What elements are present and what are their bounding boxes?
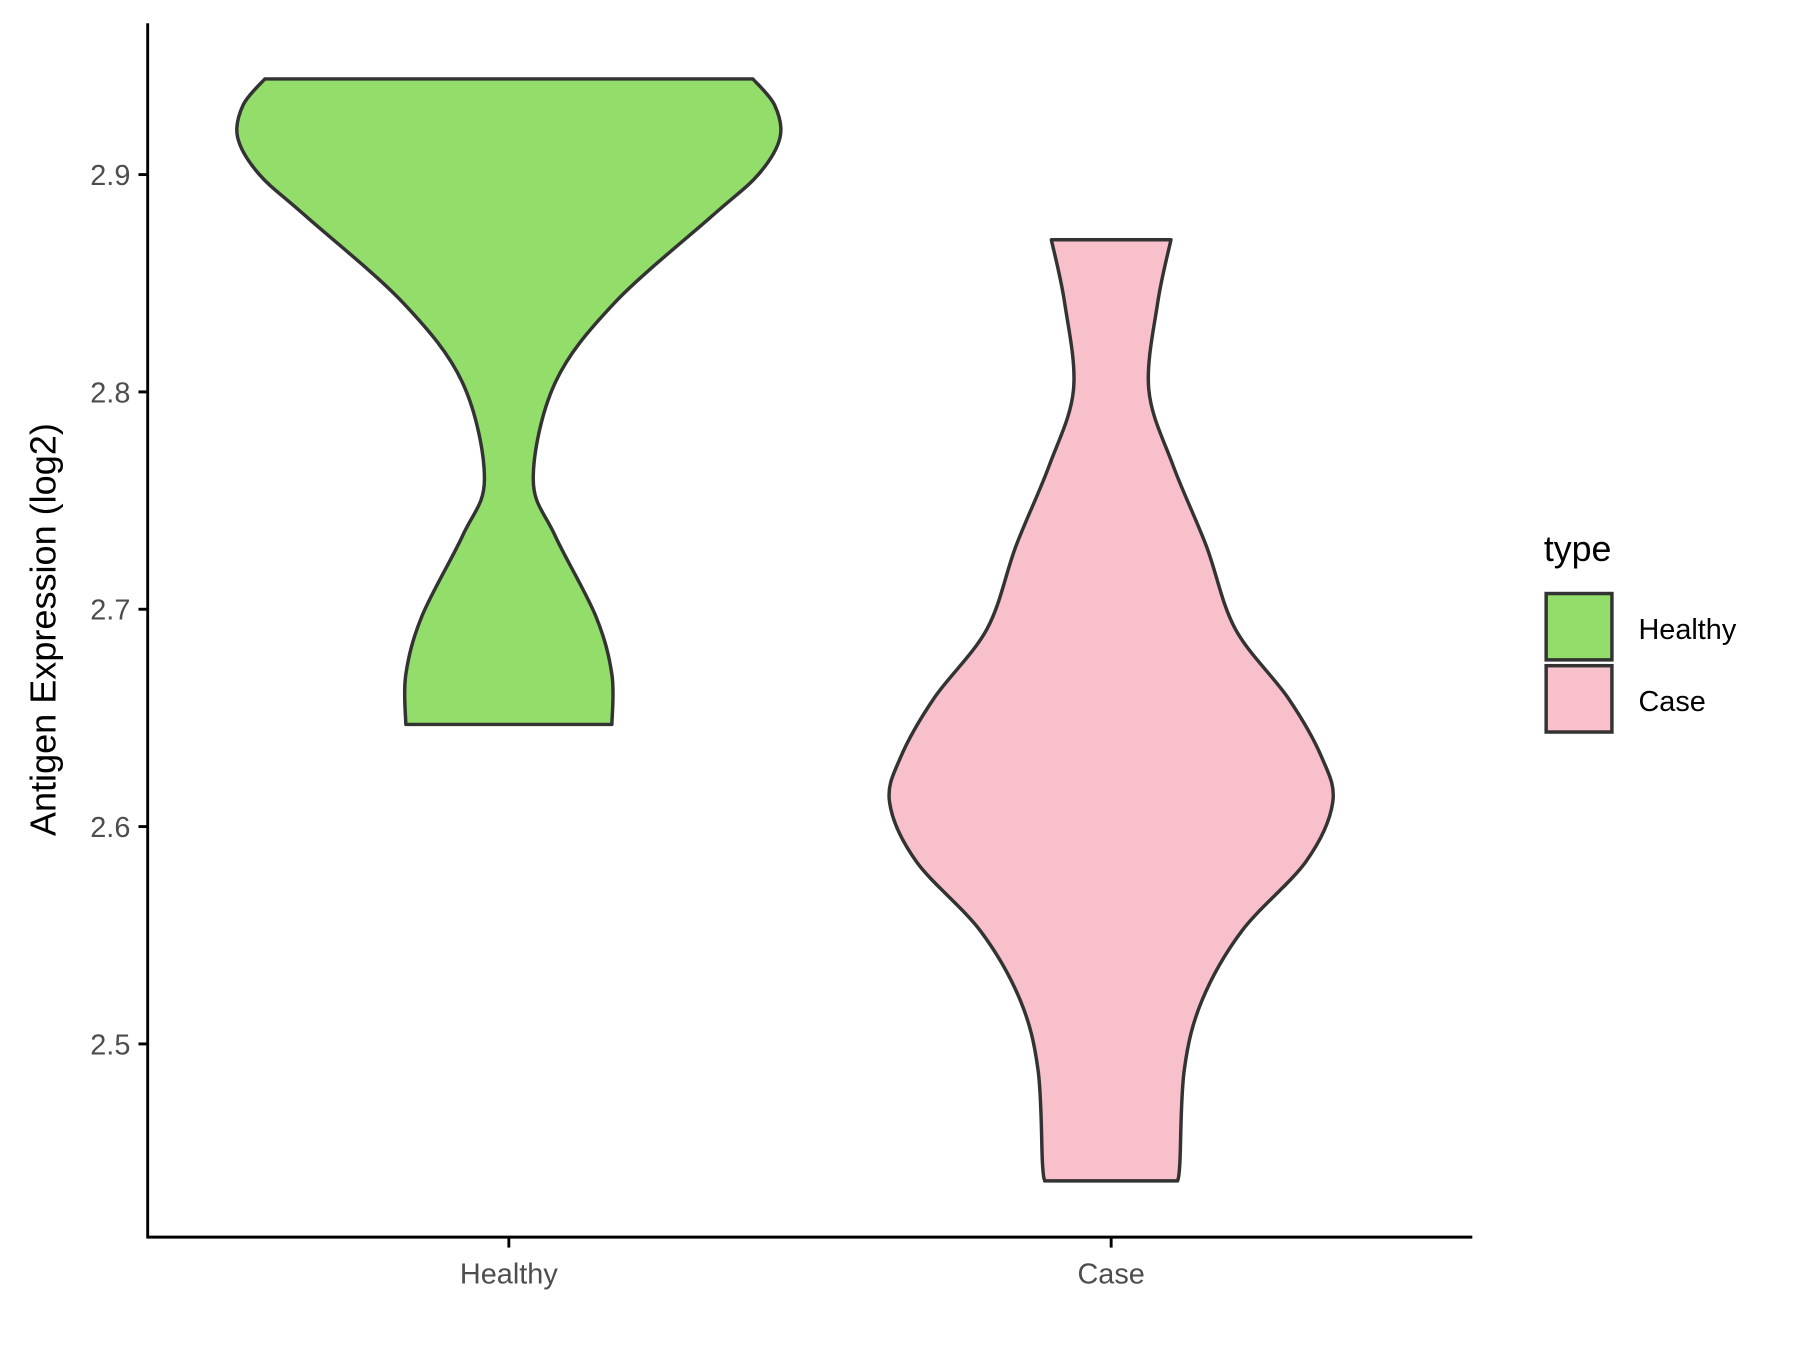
legend-label: Case (1638, 686, 1705, 718)
legend-title: type (1544, 528, 1612, 569)
y-tick-label: 2.7 (90, 595, 130, 627)
y-tick-label: 2.9 (90, 160, 130, 192)
x-tick-label: Healthy (460, 1259, 558, 1291)
y-tick-label: 2.5 (90, 1029, 130, 1061)
x-ticks: Healthy Case (460, 1237, 1145, 1291)
violins (235, 77, 1335, 1183)
legend: type Healthy Case (1544, 528, 1737, 734)
x-tick-label: Case (1077, 1259, 1144, 1291)
y-axis-label: Antigen Expression (log2) (23, 423, 64, 836)
violin-case (887, 238, 1335, 1183)
legend-key-healthy (1544, 591, 1614, 662)
y-tick-label: 2.8 (90, 377, 130, 409)
y-tick-label: 2.6 (90, 812, 130, 844)
y-ticks: 2.5 2.6 2.7 2.8 2.9 (90, 160, 148, 1061)
legend-key-case (1544, 663, 1614, 734)
legend-label: Healthy (1638, 614, 1736, 646)
violin-healthy (235, 77, 783, 727)
